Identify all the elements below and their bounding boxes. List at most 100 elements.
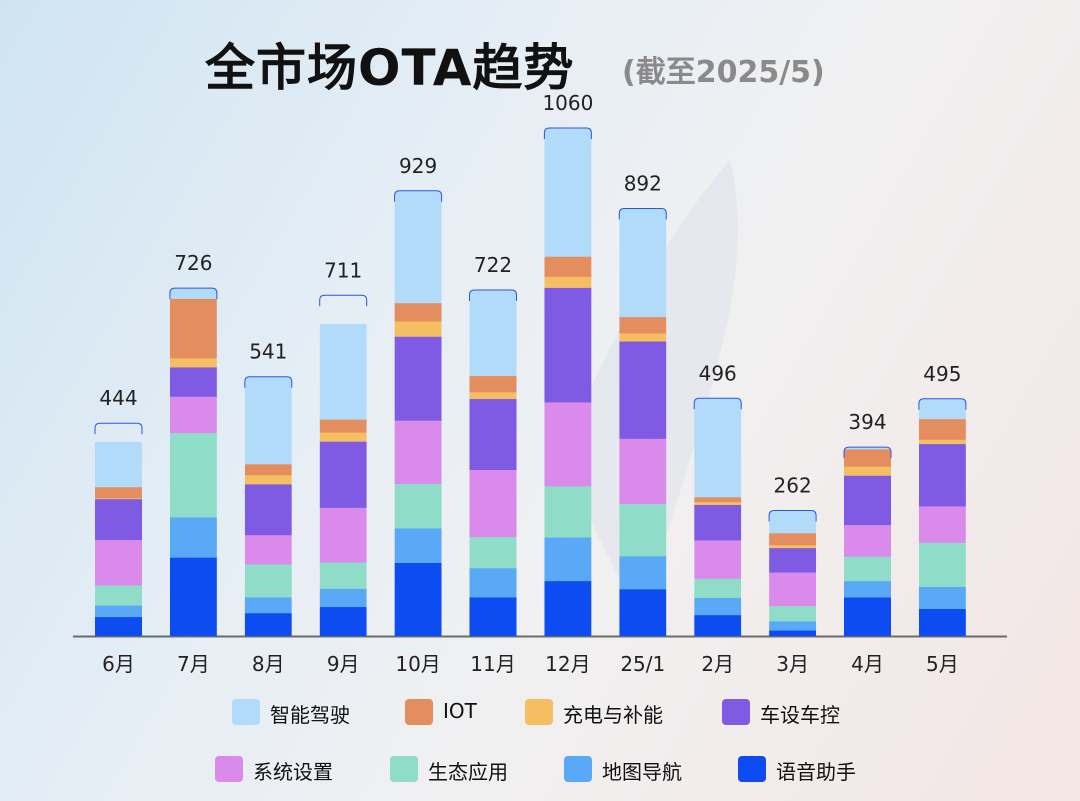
bar-segment xyxy=(95,486,142,499)
bar-segment xyxy=(544,580,592,636)
x-tick-label: 6月 xyxy=(102,652,135,676)
x-tick-label: 10月 xyxy=(395,652,440,676)
x-tick-label: 9月 xyxy=(327,652,360,676)
bar-segment xyxy=(694,501,742,505)
data-label: 495 xyxy=(923,362,961,386)
chart-title: 全市场OTA趋势 xyxy=(205,39,575,97)
x-tick-label: 12月 xyxy=(545,652,590,676)
bar-segment xyxy=(244,463,292,476)
data-label: 711 xyxy=(324,258,362,282)
bar-segment xyxy=(694,497,742,503)
bar-segment xyxy=(95,585,142,606)
bar-segment xyxy=(394,336,442,421)
bar-segment xyxy=(918,439,966,445)
bar-segment xyxy=(469,375,517,393)
bar-segment xyxy=(469,398,517,471)
bar-segment xyxy=(319,324,367,420)
legend-label: 系统设置 xyxy=(253,760,333,784)
bar-segment xyxy=(619,316,667,334)
bar-6 xyxy=(469,289,517,636)
bar-segment xyxy=(694,578,742,598)
bar-segment xyxy=(95,498,142,540)
bar-segment xyxy=(544,485,592,538)
bar-segment xyxy=(319,419,367,433)
bar-segment xyxy=(319,432,367,442)
legend-label: 语音助手 xyxy=(776,760,856,784)
bar-segment xyxy=(244,376,292,465)
bar-outline xyxy=(918,398,967,410)
legend-swatch xyxy=(215,756,243,782)
bar-segment xyxy=(619,589,667,636)
bar-segment xyxy=(918,542,966,587)
bar-segment xyxy=(169,367,217,397)
bar-outline xyxy=(169,287,218,300)
x-tick-label: 3月 xyxy=(776,652,809,676)
bar-segment xyxy=(769,605,817,622)
bar-segment xyxy=(844,475,891,526)
bar-segment xyxy=(844,447,891,450)
bar-segment xyxy=(619,208,667,318)
bar-segment xyxy=(394,528,442,563)
bar-segment xyxy=(918,608,966,636)
bar-10 xyxy=(769,510,817,636)
legend-swatch xyxy=(390,756,418,782)
bar-8 xyxy=(619,208,667,636)
bar-segment xyxy=(844,524,891,557)
bar-segment xyxy=(169,557,217,636)
bar-segment xyxy=(319,441,367,508)
bar-segment xyxy=(918,398,966,420)
legend-label: 生态应用 xyxy=(428,760,508,784)
bar-segment xyxy=(169,517,217,558)
legend-label: IOT xyxy=(443,699,477,723)
bar-segment xyxy=(244,564,292,598)
bar-5 xyxy=(394,190,442,636)
bar-segment xyxy=(169,298,217,359)
bar-12 xyxy=(918,398,966,636)
bar-segment xyxy=(244,474,292,485)
bar-segment xyxy=(769,510,817,534)
bar-segment xyxy=(319,507,367,563)
bar-segment xyxy=(469,597,517,636)
x-tick-label: 5月 xyxy=(926,652,959,676)
bar-segment xyxy=(918,586,966,609)
bar-segment xyxy=(95,605,142,618)
bar-outline xyxy=(768,509,817,522)
x-tick-label: 11月 xyxy=(470,652,515,676)
legend-swatch xyxy=(232,699,260,725)
bar-segment xyxy=(319,588,367,608)
bar-segment xyxy=(394,190,442,304)
bar-1 xyxy=(95,441,142,636)
x-tick-label: 2月 xyxy=(701,652,734,676)
bar-outline xyxy=(394,190,443,202)
legend-label: 地图导航 xyxy=(602,760,682,784)
bar-segment xyxy=(844,466,891,476)
data-label: 892 xyxy=(624,172,662,196)
bar-segment xyxy=(469,392,517,400)
bar-outline xyxy=(94,422,143,435)
bar-segment xyxy=(469,536,517,569)
bar-segment xyxy=(544,256,592,277)
bar-segment xyxy=(769,544,817,549)
bar-segment xyxy=(844,597,891,636)
bar-segment xyxy=(95,539,142,586)
bar-segment xyxy=(169,288,217,299)
chart-subtitle: (截至2025/5) xyxy=(622,55,825,90)
bar-segment xyxy=(319,606,367,636)
bar-segment xyxy=(394,302,442,322)
data-label: 444 xyxy=(99,386,137,410)
bar-segment xyxy=(469,469,517,538)
bar-segment xyxy=(918,506,966,543)
data-label: 262 xyxy=(774,473,812,497)
x-tick-label: 25/1 xyxy=(620,652,665,676)
bar-7 xyxy=(544,128,592,636)
bar-segment xyxy=(244,597,292,614)
bar-segment xyxy=(169,396,217,434)
legend-label: 智能驾驶 xyxy=(270,703,350,727)
bar-segment xyxy=(169,432,217,518)
bar-segment xyxy=(918,443,966,507)
bar-segment xyxy=(394,483,442,529)
x-tick-label: 7月 xyxy=(177,652,210,676)
bar-segment xyxy=(394,420,442,484)
bar-segment xyxy=(95,441,142,488)
